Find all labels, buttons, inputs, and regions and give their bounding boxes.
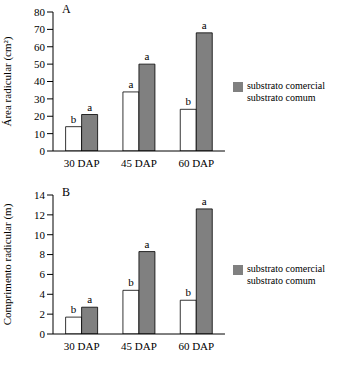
html-text:B: B — [62, 185, 70, 199]
svg-text:60 DAP: 60 DAP — [178, 157, 214, 169]
html-text:substrato comum: substrato comum — [247, 274, 316, 286]
svg-text:30: 30 — [34, 93, 46, 105]
svg-text:a: a — [87, 101, 92, 113]
svg-text:0: 0 — [40, 328, 46, 340]
svg-text:b: b — [71, 303, 77, 315]
svg-text:8: 8 — [40, 248, 46, 260]
svg-text:60: 60 — [34, 41, 46, 53]
svg-text:20: 20 — [34, 110, 46, 122]
svg-text:a: a — [144, 50, 149, 62]
svg-text:0: 0 — [40, 145, 46, 157]
html-text:substrato comercial: substrato comercial — [247, 79, 325, 91]
svg-text:45 DAP: 45 DAP — [121, 340, 157, 352]
svg-text:b: b — [186, 95, 192, 107]
svg-text:12: 12 — [34, 209, 45, 221]
svg-text:b: b — [128, 276, 134, 288]
svg-text:a: a — [128, 78, 133, 90]
svg-text:6: 6 — [40, 268, 46, 280]
svg-text:2: 2 — [40, 308, 46, 320]
svg-text:4: 4 — [40, 288, 46, 300]
svg-text:50: 50 — [34, 58, 46, 70]
svg-text:30 DAP: 30 DAP — [64, 157, 100, 169]
svg-text:b: b — [71, 113, 77, 125]
svg-text:30 DAP: 30 DAP — [64, 340, 100, 352]
svg-text:80: 80 — [34, 6, 46, 18]
svg-text:70: 70 — [34, 23, 46, 35]
svg-text:Área radicular (cm²): Área radicular (cm²) — [8, 36, 14, 126]
svg-text:10: 10 — [34, 229, 46, 241]
svg-text:a: a — [202, 195, 207, 207]
html-text:substrato comercial: substrato comercial — [247, 262, 325, 274]
svg-text:a: a — [202, 19, 207, 31]
html-text:substrato comum: substrato comum — [247, 91, 316, 103]
svg-text:10: 10 — [34, 128, 46, 140]
svg-text:14: 14 — [34, 189, 46, 201]
svg-text:a: a — [87, 293, 92, 305]
svg-text:a: a — [144, 238, 149, 250]
svg-text:Comprimento radicular (m): Comprimento radicular (m) — [8, 203, 14, 325]
svg-text:40: 40 — [34, 75, 46, 87]
svg-text:45 DAP: 45 DAP — [121, 157, 157, 169]
html-text:A: A — [62, 2, 71, 16]
svg-text:60 DAP: 60 DAP — [178, 340, 214, 352]
svg-text:b: b — [186, 286, 192, 298]
